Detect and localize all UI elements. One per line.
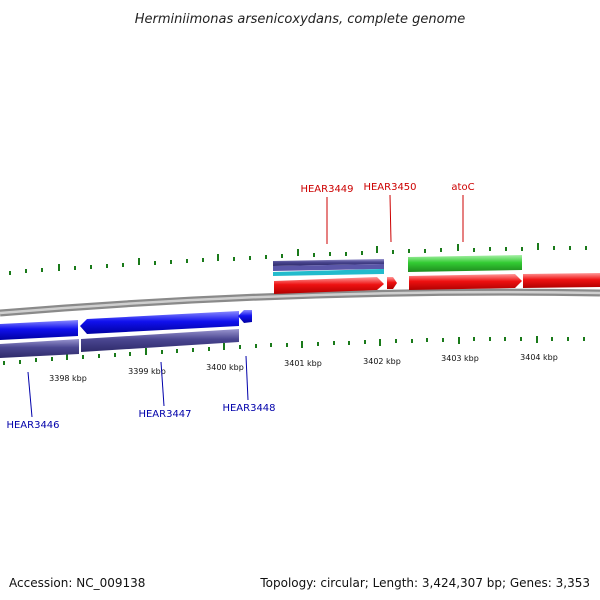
gene-hear3449-band-2[interactable] bbox=[273, 264, 384, 271]
label-hear3450[interactable]: HEAR3450 bbox=[363, 182, 416, 193]
scale-label: 3404 kbp bbox=[520, 353, 558, 362]
gene-red-4[interactable] bbox=[523, 273, 600, 288]
gene-hear3449[interactable] bbox=[274, 277, 384, 294]
reverse-features bbox=[0, 310, 252, 358]
scale-label: 3402 kbp bbox=[363, 357, 401, 366]
gene-hear3450[interactable] bbox=[387, 277, 397, 289]
topology-text: Topology: circular; Length: 3,424,307 bp… bbox=[260, 576, 590, 590]
label-hear3449[interactable]: HEAR3449 bbox=[300, 184, 353, 195]
scale-label: 3401 kbp bbox=[284, 359, 322, 368]
gene-atoc[interactable] bbox=[408, 255, 522, 272]
tick-marks-upper bbox=[9, 243, 587, 275]
gene-hear3446[interactable] bbox=[0, 320, 78, 340]
scale-label: 3403 kbp bbox=[441, 354, 479, 363]
label-hear3448[interactable]: HEAR3448 bbox=[222, 403, 275, 414]
gene-hear3447-band[interactable] bbox=[81, 329, 239, 352]
gene-hear3449-cds[interactable] bbox=[273, 269, 384, 276]
scale-label: 3399 kbp bbox=[128, 367, 166, 376]
leader-line bbox=[160, 361, 165, 407]
scale-label: 3400 kbp bbox=[206, 363, 244, 372]
forward-features bbox=[273, 255, 600, 294]
gene-hear3446-band[interactable] bbox=[0, 339, 79, 358]
gene-labels-bottom: HEAR3446 HEAR3447 HEAR3448 bbox=[6, 355, 276, 431]
leader-line bbox=[389, 194, 392, 243]
label-hear3446[interactable]: HEAR3446 bbox=[6, 420, 59, 431]
leader-line bbox=[245, 355, 249, 401]
gene-hear3448[interactable] bbox=[238, 310, 252, 323]
gene-labels-top: HEAR3449 HEAR3450 atoC bbox=[300, 182, 475, 244]
tick-marks-lower bbox=[3, 336, 585, 365]
gene-hear3447[interactable] bbox=[80, 311, 239, 334]
gene-red-3[interactable] bbox=[409, 274, 522, 290]
leader-line bbox=[27, 371, 33, 418]
accession-text: Accession: NC_009138 bbox=[9, 576, 146, 590]
map-title: Herminiimonas arsenicoxydans, complete g… bbox=[135, 12, 465, 27]
label-atoc[interactable]: atoC bbox=[451, 182, 474, 193]
genome-ring-highlight bbox=[0, 290, 600, 315]
scale-label: 3398 kbp bbox=[49, 374, 87, 383]
gene-hear3449-band[interactable] bbox=[273, 259, 384, 266]
label-hear3447[interactable]: HEAR3447 bbox=[138, 409, 191, 420]
scale-labels: 3398 kbp 3399 kbp 3400 kbp 3401 kbp 3402… bbox=[49, 353, 558, 383]
